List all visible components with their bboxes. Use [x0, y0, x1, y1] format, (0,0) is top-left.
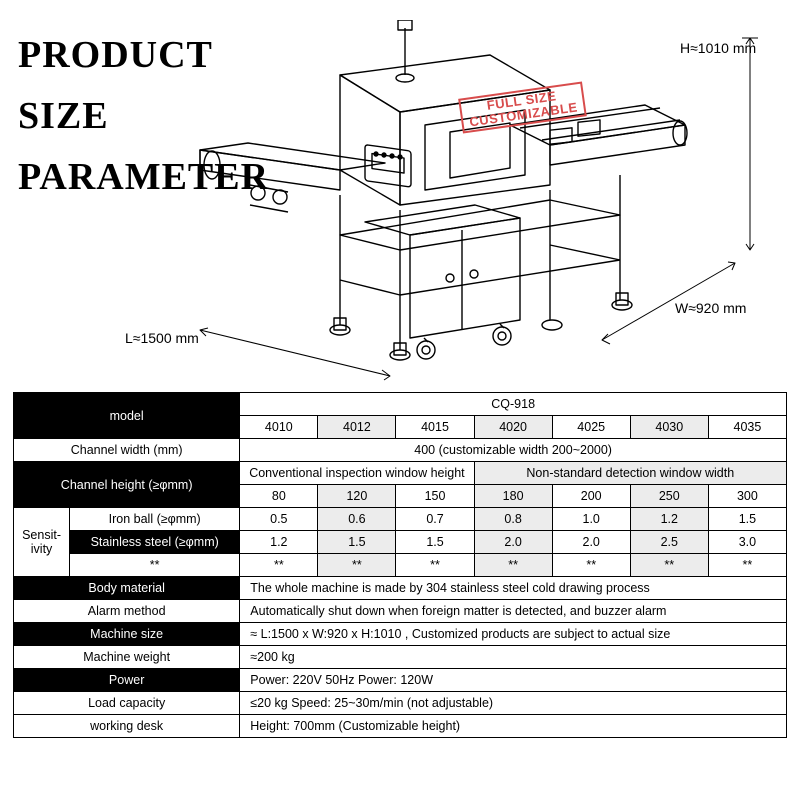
st-6: **: [708, 554, 786, 577]
model-label: model: [14, 393, 240, 439]
star-label: **: [70, 554, 240, 577]
load-capacity-value: ≤20 kg Speed: 25~30m/min (not adjustable…: [240, 692, 787, 715]
variant-4: 4025: [552, 416, 630, 439]
machine-size-label: Machine size: [14, 623, 240, 646]
ib-1: 0.6: [318, 508, 396, 531]
ch-2: 150: [396, 485, 474, 508]
ch-3: 180: [474, 485, 552, 508]
title-line-1: PRODUCT: [18, 25, 269, 86]
channel-height-label: Channel height (≥φmm): [14, 462, 240, 508]
ch-4: 200: [552, 485, 630, 508]
power-value: Power: 220V 50Hz Power: 120W: [240, 669, 787, 692]
model-series: CQ-918: [240, 393, 787, 416]
variant-5: 4030: [630, 416, 708, 439]
ib-3: 0.8: [474, 508, 552, 531]
ss-1: 1.5: [318, 531, 396, 554]
machine-weight-label: Machine weight: [14, 646, 240, 669]
channel-width-value: 400 (customizable width 200~2000): [240, 439, 787, 462]
ch-0: 80: [240, 485, 318, 508]
ss-0: 1.2: [240, 531, 318, 554]
st-4: **: [552, 554, 630, 577]
body-material-label: Body material: [14, 577, 240, 600]
ss-5: 2.5: [630, 531, 708, 554]
working-desk-value: Height: 700mm (Customizable height): [240, 715, 787, 738]
variant-0: 4010: [240, 416, 318, 439]
variant-6: 4035: [708, 416, 786, 439]
variant-3: 4020: [474, 416, 552, 439]
title-block: PRODUCT SIZE PARAMETER: [18, 25, 269, 207]
stainless-label: Stainless steel (≥φmm): [70, 531, 240, 554]
st-5: **: [630, 554, 708, 577]
body-material-value: The whole machine is made by 304 stainle…: [240, 577, 787, 600]
ib-6: 1.5: [708, 508, 786, 531]
ib-4: 1.0: [552, 508, 630, 531]
ib-2: 0.7: [396, 508, 474, 531]
power-label: Power: [14, 669, 240, 692]
machine-weight-value: ≈200 kg: [240, 646, 787, 669]
machine-size-value: ≈ L:1500 x W:920 x H:1010 , Customized p…: [240, 623, 787, 646]
title-line-2: SIZE: [18, 86, 269, 147]
height-dimension-label: H≈1010 mm: [680, 40, 756, 56]
load-capacity-label: Load capacity: [14, 692, 240, 715]
machine-line-drawing: [190, 20, 770, 390]
channel-width-label: Channel width (mm): [14, 439, 240, 462]
nonstd-window-label: Non-standard detection window width: [474, 462, 786, 485]
st-1: **: [318, 554, 396, 577]
st-3: **: [474, 554, 552, 577]
ss-4: 2.0: [552, 531, 630, 554]
iron-ball-label: Iron ball (≥φmm): [70, 508, 240, 531]
working-desk-label: working desk: [14, 715, 240, 738]
ib-0: 0.5: [240, 508, 318, 531]
conv-window-label: Conventional inspection window height: [240, 462, 474, 485]
ss-3: 2.0: [474, 531, 552, 554]
ib-5: 1.2: [630, 508, 708, 531]
variant-2: 4015: [396, 416, 474, 439]
title-line-3: PARAMETER: [18, 147, 269, 208]
ss-6: 3.0: [708, 531, 786, 554]
st-2: **: [396, 554, 474, 577]
ch-5: 250: [630, 485, 708, 508]
alarm-method-value: Automatically shut down when foreign mat…: [240, 600, 787, 623]
ch-6: 300: [708, 485, 786, 508]
ss-2: 1.5: [396, 531, 474, 554]
width-dimension-label: W≈920 mm: [675, 300, 746, 316]
spec-table: model CQ-918 4010 4012 4015 4020 4025 40…: [13, 392, 787, 738]
sensitivity-label: Sensit-ivity: [14, 508, 70, 577]
variant-1: 4012: [318, 416, 396, 439]
alarm-method-label: Alarm method: [14, 600, 240, 623]
st-0: **: [240, 554, 318, 577]
length-dimension-label: L≈1500 mm: [125, 330, 199, 346]
ch-1: 120: [318, 485, 396, 508]
